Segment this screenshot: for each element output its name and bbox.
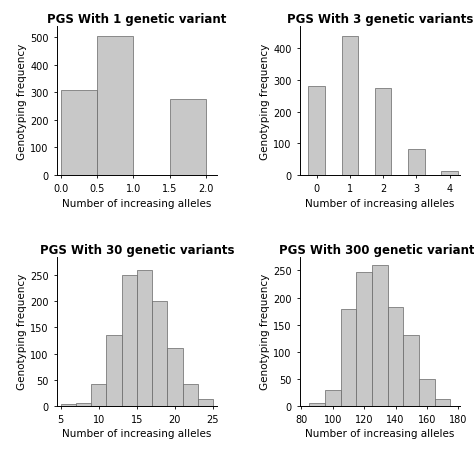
Bar — [435, 400, 450, 406]
Title: PGS With 300 genetic variants: PGS With 300 genetic variants — [279, 243, 474, 256]
Bar — [310, 403, 325, 406]
Y-axis label: Genotyping frequency: Genotyping frequency — [260, 274, 270, 390]
Bar — [137, 270, 152, 406]
Bar — [341, 310, 356, 406]
Bar — [342, 37, 358, 175]
Y-axis label: Genotyping frequency: Genotyping frequency — [17, 43, 27, 159]
Bar — [61, 90, 97, 175]
Bar — [419, 379, 435, 406]
Bar — [91, 384, 106, 406]
Bar — [372, 266, 388, 406]
Bar — [167, 349, 182, 406]
Bar — [408, 149, 425, 175]
Bar — [106, 336, 122, 406]
Bar — [182, 384, 198, 406]
Bar — [356, 272, 372, 406]
Bar — [325, 390, 341, 406]
Bar — [198, 399, 213, 406]
Bar — [97, 37, 133, 175]
Y-axis label: Genotyping frequency: Genotyping frequency — [260, 43, 270, 159]
Bar — [403, 336, 419, 406]
Bar — [76, 403, 91, 406]
Bar — [375, 89, 392, 175]
X-axis label: Number of increasing alleles: Number of increasing alleles — [305, 198, 455, 208]
Bar — [388, 307, 403, 406]
Title: PGS With 30 genetic variants: PGS With 30 genetic variants — [39, 243, 234, 256]
X-axis label: Number of increasing alleles: Number of increasing alleles — [62, 428, 211, 438]
Bar — [122, 276, 137, 406]
Bar — [308, 87, 325, 175]
Title: PGS With 1 genetic variant: PGS With 1 genetic variant — [47, 13, 227, 26]
Title: PGS With 3 genetic variants: PGS With 3 genetic variants — [287, 13, 473, 26]
X-axis label: Number of increasing alleles: Number of increasing alleles — [62, 198, 211, 208]
Bar — [61, 405, 76, 406]
X-axis label: Number of increasing alleles: Number of increasing alleles — [305, 428, 455, 438]
Bar — [441, 172, 458, 175]
Bar — [170, 100, 206, 175]
Y-axis label: Genotyping frequency: Genotyping frequency — [17, 274, 27, 390]
Bar — [152, 302, 167, 406]
